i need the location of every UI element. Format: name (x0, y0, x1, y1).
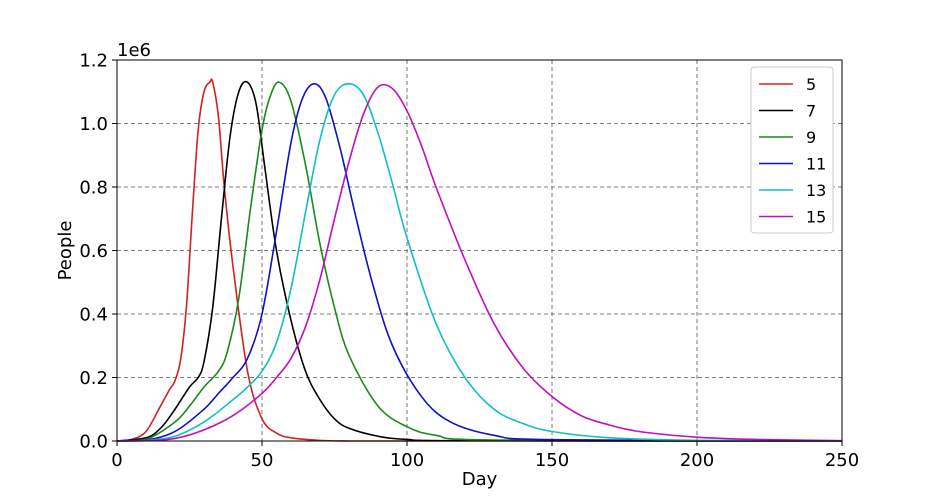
legend-label-13: 13 (806, 181, 826, 200)
legend: 5 7 9 11 13 15 (750, 66, 834, 234)
series-line-11 (116, 83, 843, 442)
y-tick-label: 0.2 (79, 368, 108, 389)
y-tick-label: 0.4 (79, 305, 108, 326)
y-tick-label: 0.6 (79, 241, 108, 262)
legend-label-11: 11 (806, 155, 826, 174)
x-tick-label: 100 (390, 450, 424, 471)
x-tick-label: 150 (535, 450, 569, 471)
series-line-9 (116, 81, 843, 442)
x-tick-label: 250 (825, 450, 859, 471)
series-line-7 (116, 80, 843, 442)
y-multiplier-label: 1e6 (117, 40, 151, 61)
y-tick-label: 0.8 (79, 178, 108, 199)
legend-label-7: 7 (806, 102, 816, 121)
x-tick-label: 50 (251, 450, 274, 471)
legend-label-9: 9 (806, 128, 816, 147)
y-tick-label: 0.0 (79, 432, 108, 453)
series-line-15 (116, 83, 843, 442)
x-axis-label: Day (462, 469, 498, 490)
grid-lines (117, 60, 842, 441)
y-tick-label: 1.2 (79, 51, 108, 72)
x-axis-ticks: 0 50 100 150 200 250 (111, 441, 859, 471)
y-axis-ticks: 0.0 0.2 0.4 0.6 0.8 1.0 1.2 (79, 51, 117, 453)
y-axis-label: People (55, 221, 76, 281)
x-tick-label: 200 (680, 450, 714, 471)
series-line-13 (116, 83, 843, 442)
legend-box (750, 66, 834, 234)
y-tick-label: 1.0 (79, 114, 108, 135)
x-tick-label: 0 (111, 450, 122, 471)
legend-label-15: 15 (806, 208, 826, 227)
legend-label-5: 5 (806, 75, 816, 94)
